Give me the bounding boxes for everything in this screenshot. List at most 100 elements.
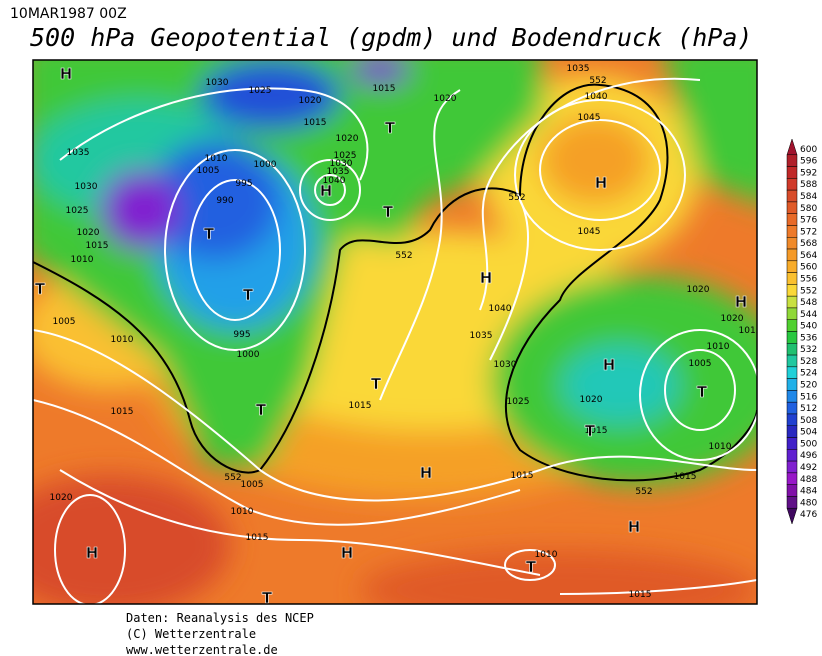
colorbar-label: 568 <box>800 239 817 249</box>
colorbar-cell <box>786 319 798 332</box>
pressure-center: H <box>603 356 616 374</box>
colorbar-cell <box>786 425 798 438</box>
colorbar-cell <box>786 225 798 238</box>
pressure-center: T <box>35 280 46 298</box>
isobar-label: 1035 <box>567 64 590 74</box>
colorbar-label: 536 <box>800 333 817 343</box>
colorbar-cell <box>786 166 798 179</box>
colorbar-cell <box>786 460 798 474</box>
pressure-center: T <box>385 119 396 137</box>
pressure-center: T <box>371 375 382 393</box>
map-frame <box>32 59 758 605</box>
colorbar-label: 532 <box>800 345 817 355</box>
pressure-center: T <box>256 401 267 419</box>
pressure-center: H <box>595 174 608 192</box>
colorbar-label: 476 <box>800 510 817 520</box>
isobar-label: 1015 <box>674 472 697 482</box>
colorbar-cell <box>786 154 798 167</box>
footer-line: (C) Wetterzentrale <box>126 627 256 641</box>
colorbar-cell <box>786 237 798 250</box>
colorbar-cell <box>786 449 798 462</box>
colorbar-label: 584 <box>800 192 817 202</box>
pressure-centers: H T H T T T H H H H T T T T T H H H H T T <box>35 65 748 607</box>
colorbar-cell <box>786 307 798 320</box>
colorbar-cell <box>786 413 798 426</box>
contour-552 <box>33 83 757 482</box>
date-label: 10MAR1987 00Z <box>10 6 127 22</box>
isobar-label: 1005 <box>53 317 76 327</box>
isobar-label: 1015 <box>246 533 269 543</box>
isobar-label: 1030 <box>494 360 517 370</box>
isobar-label: 1005 <box>241 480 264 490</box>
isobar-labels: 1030102510201015102010355521040104510151… <box>50 64 762 600</box>
isobar-label: 1045 <box>578 113 601 123</box>
colorbar-label: 488 <box>800 475 817 485</box>
isobar-label: 1005 <box>197 166 220 176</box>
pressure-center: H <box>320 182 333 200</box>
isobar-label: 1020 <box>336 134 359 144</box>
isobar-label: 1020 <box>50 493 73 503</box>
isobar-label: 1010 <box>111 335 134 345</box>
isobar-label: 1010 <box>231 507 254 517</box>
isobar-label: 1030 <box>75 182 98 192</box>
isobar-label: 1025 <box>334 151 357 161</box>
isobar-label: 1010 <box>71 255 94 265</box>
isobar-label: 552 <box>589 76 606 86</box>
colorbar-label: 496 <box>800 451 817 461</box>
map-area: 1030102510201015102010355521040104510151… <box>33 60 762 607</box>
isobar-label: 1015 <box>629 590 652 600</box>
isobar-label: 1030 <box>330 159 353 169</box>
colorbar-cell <box>786 496 798 509</box>
colorbar-cell <box>786 272 798 285</box>
footer-line: Daten: Reanalysis des NCEP <box>126 611 314 625</box>
colorbar-cell <box>786 366 798 379</box>
isobar-label: 1015 <box>304 118 327 128</box>
colorbar-label: 564 <box>800 251 817 261</box>
isobar-label: 1020 <box>721 314 744 324</box>
isobar-label: 1015 <box>511 471 534 481</box>
pressure-center: T <box>204 225 215 243</box>
isobar-label: 1035 <box>470 331 493 341</box>
isobar-label: 1035 <box>67 148 90 158</box>
footer-line: www.wetterzentrale.de <box>126 643 278 656</box>
isobar-label: 1015 <box>585 426 608 436</box>
colorbar-cell <box>786 378 798 391</box>
pressure-center: T <box>526 558 537 576</box>
pressure-center: T <box>262 589 273 607</box>
isobars <box>33 77 757 604</box>
isobar-label: 1040 <box>489 304 512 314</box>
isobar-label: 1005 <box>689 359 712 369</box>
isobar-label: 1000 <box>237 350 260 360</box>
isobar-label: 1015 <box>739 326 762 336</box>
colorbar-cell <box>786 401 798 415</box>
pressure-center: T <box>243 286 254 304</box>
colorbar-cell <box>786 331 798 344</box>
colorbar-cell <box>786 354 798 368</box>
colorbar-label: 600 <box>800 145 817 155</box>
isobar-label: 1010 <box>535 550 558 560</box>
pressure-center: H <box>735 293 748 311</box>
map-title: 500 hPa Geopotential (gpdm) und Bodendru… <box>30 23 752 52</box>
pressure-center: H <box>480 269 493 287</box>
pressure-center: T <box>585 422 596 440</box>
isobar-label: 1015 <box>86 241 109 251</box>
isobar-label: 995 <box>233 330 250 340</box>
isobar-label: 1020 <box>580 395 603 405</box>
pressure-center: H <box>86 544 99 562</box>
colorbar-cell <box>786 178 798 191</box>
colorbar-cell <box>786 138 798 156</box>
isobar-label: 552 <box>395 251 412 261</box>
colorbar-label: 548 <box>800 298 817 308</box>
isobar-label: 1015 <box>111 407 134 417</box>
colorbar-label: 576 <box>800 216 817 226</box>
colorbar-label: 544 <box>800 310 817 320</box>
pressure-center: T <box>697 383 708 401</box>
colorbar-label: 500 <box>800 439 817 449</box>
colorbar-cell <box>786 213 798 226</box>
pressure-center: T <box>383 203 394 221</box>
isobar-label: 1040 <box>323 176 346 186</box>
colorbar-label: 504 <box>800 428 817 438</box>
colorbar-label: 508 <box>800 416 817 426</box>
isobar-label: 1020 <box>434 94 457 104</box>
